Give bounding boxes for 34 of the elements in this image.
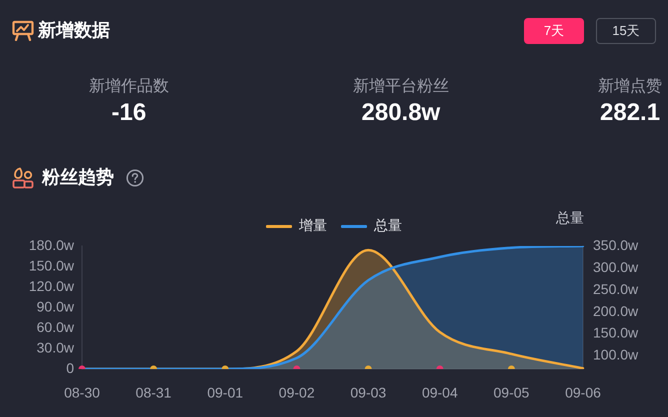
- x-tick-label: 09-04: [422, 384, 458, 400]
- legend-label: 增量: [299, 217, 327, 235]
- y-tick-label: 60.0w: [36, 318, 75, 335]
- y-tick-label: 150.0w: [28, 257, 75, 274]
- legend-label: 总量: [374, 217, 402, 235]
- text: 新增数据: [38, 19, 110, 43]
- x-tick-label: 08-31: [136, 384, 172, 400]
- text: 280.8w: [362, 99, 440, 127]
- y2-tick-label: 250.0w: [593, 280, 640, 297]
- x-tick-label: 09-05: [494, 384, 530, 400]
- tab-button[interactable]: 7天: [524, 18, 584, 44]
- y2-tick-label: 100.0w: [593, 346, 640, 363]
- y2-tick-label: 300.0w: [593, 258, 640, 275]
- y-tick-label: 0: [66, 360, 74, 376]
- text: 新增平台粉丝: [353, 76, 449, 96]
- x-tick-label: 09-02: [278, 384, 315, 400]
- text: 新增点赞: [598, 76, 662, 96]
- x-tick-label: 09-01: [207, 384, 244, 400]
- x-tick-label: 09-03: [350, 384, 386, 400]
- y2-tick-label: 150.0w: [593, 324, 640, 341]
- tab-button[interactable]: 15天: [596, 18, 656, 44]
- text: 新增作品数: [89, 76, 169, 96]
- x-tick-label: 09-06: [565, 384, 602, 400]
- y-tick-label: 30.0w: [36, 339, 75, 356]
- text: 282.1: [600, 99, 660, 127]
- y2-axis-title: 总量: [555, 210, 584, 227]
- y-tick-label: 120.0w: [28, 278, 75, 294]
- chart-title: 粉丝趋势: [42, 166, 114, 190]
- y-tick-label: 90.0w: [36, 298, 75, 314]
- text: -16: [112, 99, 146, 127]
- y-tick-label: 180.0w: [28, 236, 75, 253]
- y2-tick-label: 200.0w: [593, 302, 640, 319]
- y2-tick-label: 350.0w: [593, 236, 640, 253]
- x-tick-label: 08-30: [64, 384, 100, 400]
